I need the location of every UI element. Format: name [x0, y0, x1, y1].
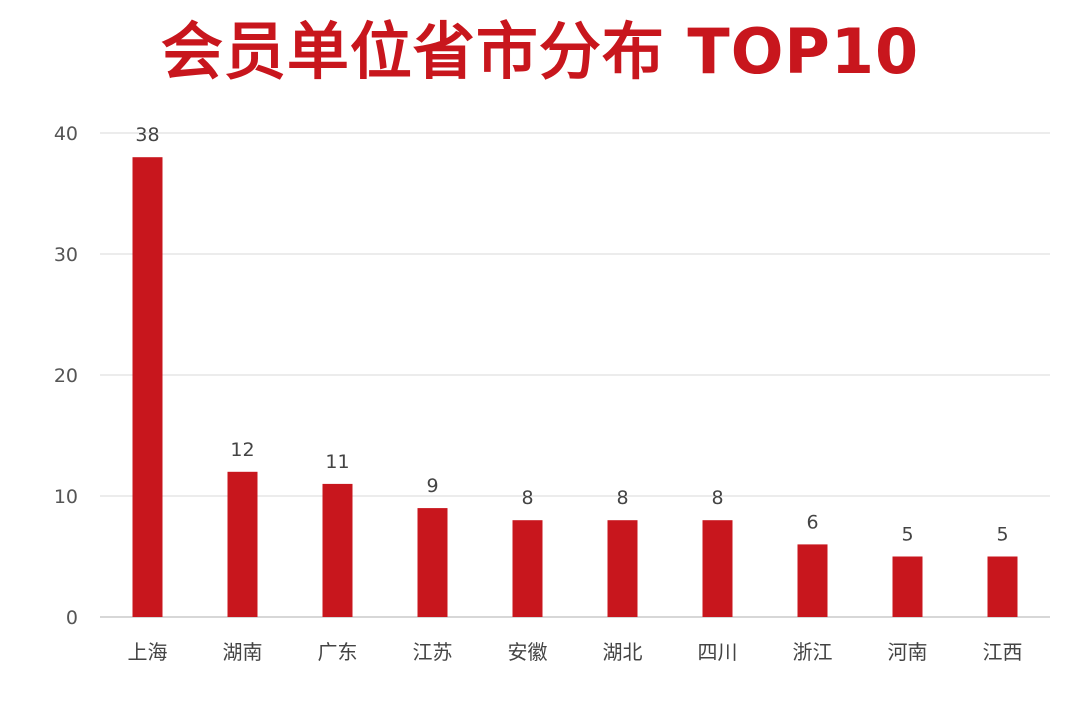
chart-title: 会员单位省市分布 TOP10: [160, 15, 920, 88]
x-category-label: 江苏: [413, 640, 453, 664]
data-label: 6: [806, 511, 818, 533]
y-tick-label: 20: [54, 365, 78, 387]
x-category-label: 湖南: [223, 640, 263, 664]
y-axis-ticks: 0 10 20 30 40: [54, 123, 78, 629]
bar: [322, 483, 353, 617]
data-label: 9: [426, 475, 438, 497]
data-label: 8: [711, 487, 723, 509]
bar: [797, 544, 828, 617]
x-category-label: 湖北: [603, 640, 643, 664]
bar: [417, 508, 448, 617]
gridlines: [100, 132, 1050, 618]
bar: [702, 520, 733, 617]
y-tick-label: 10: [54, 486, 78, 508]
bar: [227, 471, 258, 617]
data-labels: 38 12 11 9 8 8 8 6 5 5: [135, 124, 1008, 545]
y-tick-label: 30: [54, 244, 78, 266]
y-tick-label: 0: [66, 607, 78, 629]
bar: [607, 520, 638, 617]
x-category-label: 四川: [698, 640, 738, 664]
x-category-label: 河南: [888, 640, 928, 664]
bar: [892, 556, 923, 617]
y-tick-label: 40: [54, 123, 78, 145]
x-category-label: 浙江: [793, 640, 833, 664]
data-label: 8: [521, 487, 533, 509]
bar: [132, 157, 163, 617]
x-category-label: 安徽: [508, 640, 548, 664]
data-label: 8: [616, 487, 628, 509]
bars: [132, 157, 1018, 617]
data-label: 5: [996, 524, 1008, 546]
data-label: 38: [135, 124, 159, 146]
x-category-label: 上海: [128, 640, 168, 664]
x-category-label: 江西: [983, 640, 1023, 664]
data-label: 12: [230, 439, 254, 461]
x-category-label: 广东: [318, 640, 358, 664]
data-label: 11: [325, 451, 349, 473]
data-label: 5: [901, 524, 913, 546]
x-axis-categories: 上海 湖南 广东 江苏 安徽 湖北 四川 浙江 河南 江西: [128, 640, 1023, 664]
bar: [512, 520, 543, 617]
bar: [987, 556, 1018, 617]
